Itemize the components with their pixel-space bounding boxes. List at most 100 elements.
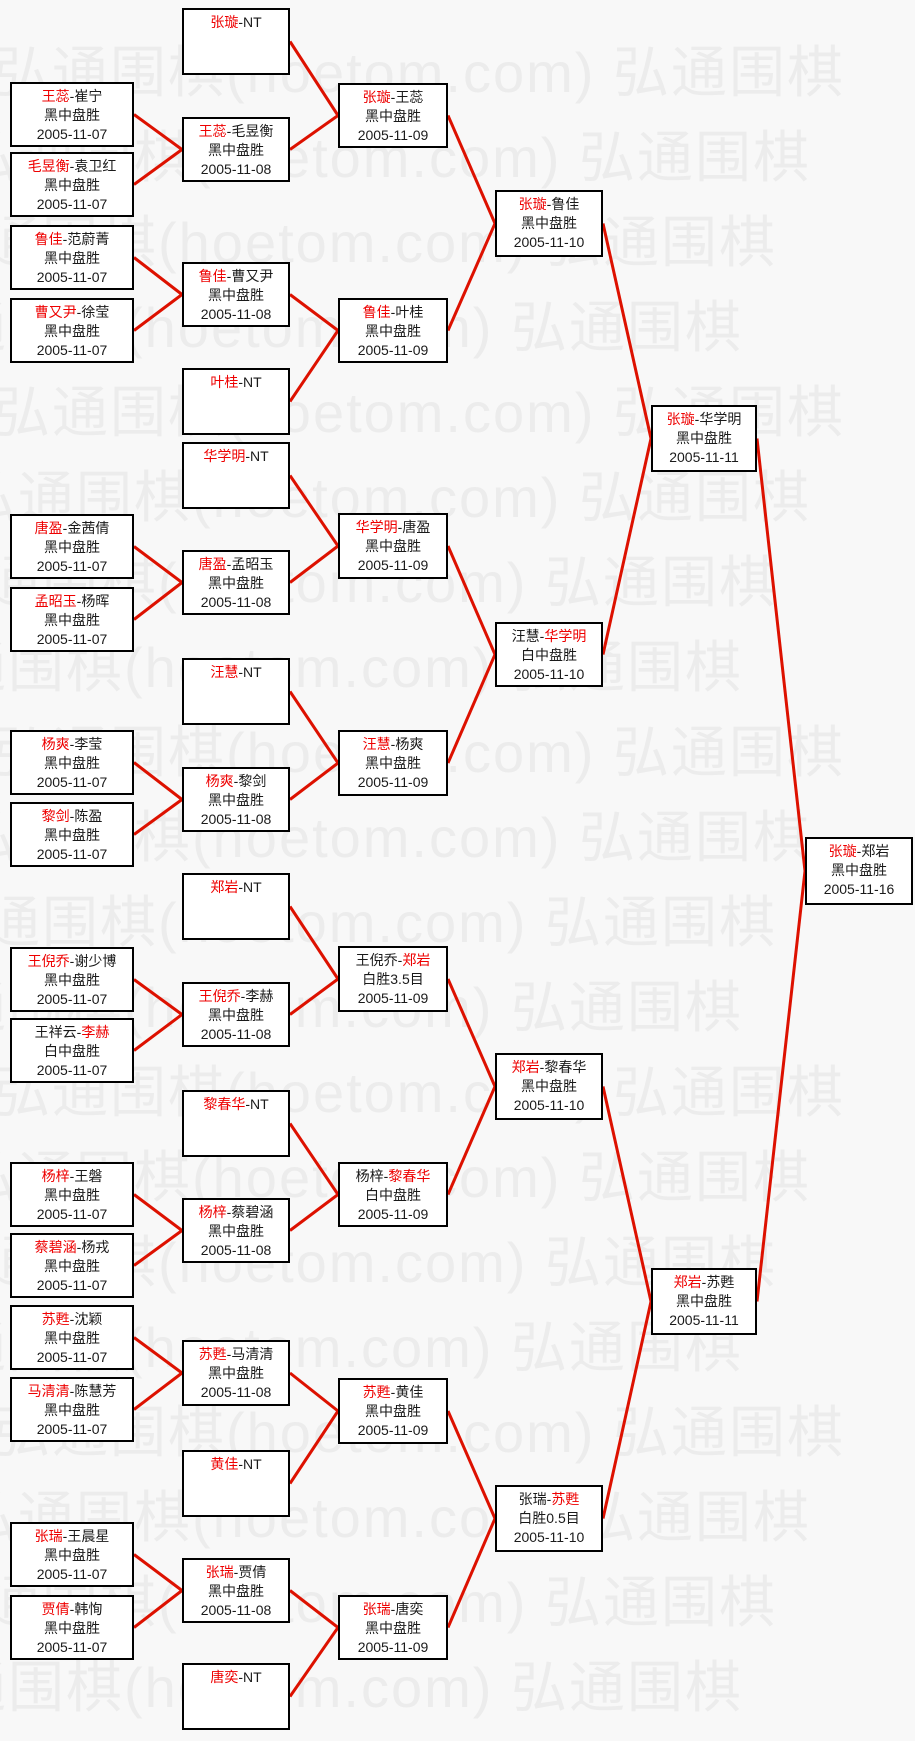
- player2-name: 曹又尹: [231, 268, 274, 284]
- player1-name: 王蕊: [41, 88, 70, 104]
- player1-name: 曹又尹: [34, 304, 77, 320]
- match-date: 2005-11-07: [36, 1421, 108, 1437]
- connector-line: [446, 222, 497, 332]
- match-box-a14: 马清清-陈慧芳 黑中盘胜 2005-11-07: [10, 1377, 134, 1442]
- player2-name: NT: [243, 14, 262, 30]
- match-result: 黑中盘胜: [208, 575, 264, 591]
- connector-line: [446, 114, 497, 225]
- match-players: 贾倩-韩恂: [12, 1600, 132, 1619]
- match-players: 张璇-NT: [184, 13, 288, 32]
- connector-line: [133, 256, 183, 296]
- player1-name: 张璇: [362, 89, 391, 105]
- connector-line: [446, 653, 497, 764]
- connector-line: [446, 1410, 497, 1520]
- match-box-a12: 蔡碧涵-杨戎 黑中盘胜 2005-11-07: [10, 1233, 134, 1298]
- match-result: 黑中盘胜: [365, 108, 421, 124]
- name-separator: -: [238, 1456, 243, 1472]
- match-result: 黑中盘胜: [44, 539, 100, 555]
- match-result: 白中盘胜: [44, 1043, 100, 1059]
- name-separator: -: [238, 879, 243, 895]
- match-box-a16: 贾倩-韩恂 黑中盘胜 2005-11-07: [10, 1595, 134, 1660]
- match-box-b1: 张璇-NT: [182, 8, 290, 75]
- name-separator: -: [238, 1669, 243, 1685]
- player1-name: 郑岩: [210, 879, 239, 895]
- match-players: 唐盈-金茜倩: [12, 519, 132, 538]
- player2-name: 孟昭玉: [231, 556, 274, 572]
- watermark-text: 弘通围棋(hoetom.com) 弘通围棋: [0, 1656, 743, 1719]
- match-date: 2005-11-08: [200, 594, 272, 610]
- name-separator: -: [238, 14, 243, 30]
- match-date: 2005-11-10: [513, 1097, 585, 1113]
- match-players: 张瑞-王晨星: [12, 1527, 132, 1546]
- match-players: 苏甦-沈颖: [12, 1310, 132, 1329]
- match-date: 2005-11-07: [36, 1349, 108, 1365]
- connector-line: [446, 545, 497, 656]
- player1-name: 苏甦: [41, 1311, 70, 1327]
- match-result: 白胜3.5目: [362, 971, 424, 987]
- match-players: 鲁佳-叶桂: [340, 303, 446, 322]
- player1-name: 张瑞: [34, 1528, 63, 1544]
- match-box-a9: 王倪乔-谢少博 黑中盘胜 2005-11-07: [10, 947, 134, 1012]
- name-separator: -: [240, 988, 246, 1004]
- match-result: 黑中盘胜: [521, 215, 577, 231]
- player1-name: 张璇: [666, 411, 695, 427]
- player2-name: NT: [243, 374, 262, 390]
- match-box-a5: 唐盈-金茜倩 黑中盘胜 2005-11-07: [10, 514, 134, 579]
- match-date: 2005-11-08: [200, 1384, 272, 1400]
- match-result: 黑中盘胜: [365, 1403, 421, 1419]
- match-box-a6: 孟昭玉-杨晖 黑中盘胜 2005-11-07: [10, 587, 134, 652]
- match-date: 2005-11-07: [36, 558, 108, 574]
- connector-line: [755, 870, 807, 1302]
- match-date: 2005-11-08: [200, 1602, 272, 1618]
- player1-name: 鲁佳: [34, 231, 63, 247]
- match-date: 2005-11-07: [36, 631, 108, 647]
- player1-name: 汪慧: [210, 664, 239, 680]
- name-separator: -: [69, 88, 75, 104]
- connector-line: [446, 1085, 497, 1196]
- match-date: 2005-11-09: [357, 557, 429, 573]
- match-date: 2005-11-08: [200, 811, 272, 827]
- match-players: 杨梓-王磐: [12, 1167, 132, 1186]
- match-box-b12: 杨梓-蔡碧涵 黑中盘胜 2005-11-08: [182, 1198, 290, 1263]
- connector-line: [133, 1229, 183, 1267]
- match-box-b7: 汪慧-NT: [182, 658, 290, 725]
- connector-line: [446, 978, 497, 1088]
- match-result: 黑中盘胜: [44, 755, 100, 771]
- name-separator: -: [69, 1168, 75, 1184]
- player2-name: NT: [243, 1456, 262, 1472]
- match-box-b4: 叶桂-NT: [182, 368, 290, 435]
- match-players: 王蕊-毛昱衡: [184, 122, 288, 141]
- match-date: 2005-11-08: [200, 1026, 272, 1042]
- match-box-f1: 张璇-郑岩 黑中盘胜 2005-11-16: [805, 837, 913, 905]
- player2-name: 黎剑: [238, 773, 267, 789]
- connector-line: [133, 581, 183, 621]
- match-box-a8: 黎剑-陈盈 黑中盘胜 2005-11-07: [10, 802, 134, 867]
- name-separator: -: [69, 736, 75, 752]
- name-separator: -: [701, 1274, 707, 1290]
- match-box-b5: 华学明-NT: [182, 442, 290, 509]
- name-separator: -: [69, 1383, 75, 1399]
- player1-name: 张璇: [518, 196, 547, 212]
- match-date: 2005-11-07: [36, 342, 108, 358]
- player2-name: NT: [243, 879, 262, 895]
- player2-name: NT: [243, 664, 262, 680]
- match-date: 2005-11-09: [357, 1639, 429, 1655]
- connector-line: [133, 113, 183, 151]
- match-result: 黑中盘胜: [521, 1078, 577, 1094]
- match-date: 2005-11-11: [669, 449, 739, 465]
- name-separator: -: [397, 952, 403, 968]
- player2-name: 王磐: [74, 1168, 103, 1184]
- match-players: 郑岩-苏甦: [653, 1273, 755, 1292]
- match-result: 黑中盘胜: [365, 1620, 421, 1636]
- player2-name: 谢少博: [74, 953, 117, 969]
- name-separator: -: [69, 1311, 75, 1327]
- match-box-a3: 鲁佳-范蔚菁 黑中盘胜 2005-11-07: [10, 225, 134, 290]
- match-date: 2005-11-09: [357, 1422, 429, 1438]
- match-players: 华学明-NT: [184, 447, 288, 466]
- match-result: 白中盘胜: [521, 647, 577, 663]
- match-date: 2005-11-09: [357, 342, 429, 358]
- match-date: 2005-11-07: [36, 1277, 108, 1293]
- name-separator: -: [76, 593, 82, 609]
- connector-line: [289, 761, 339, 801]
